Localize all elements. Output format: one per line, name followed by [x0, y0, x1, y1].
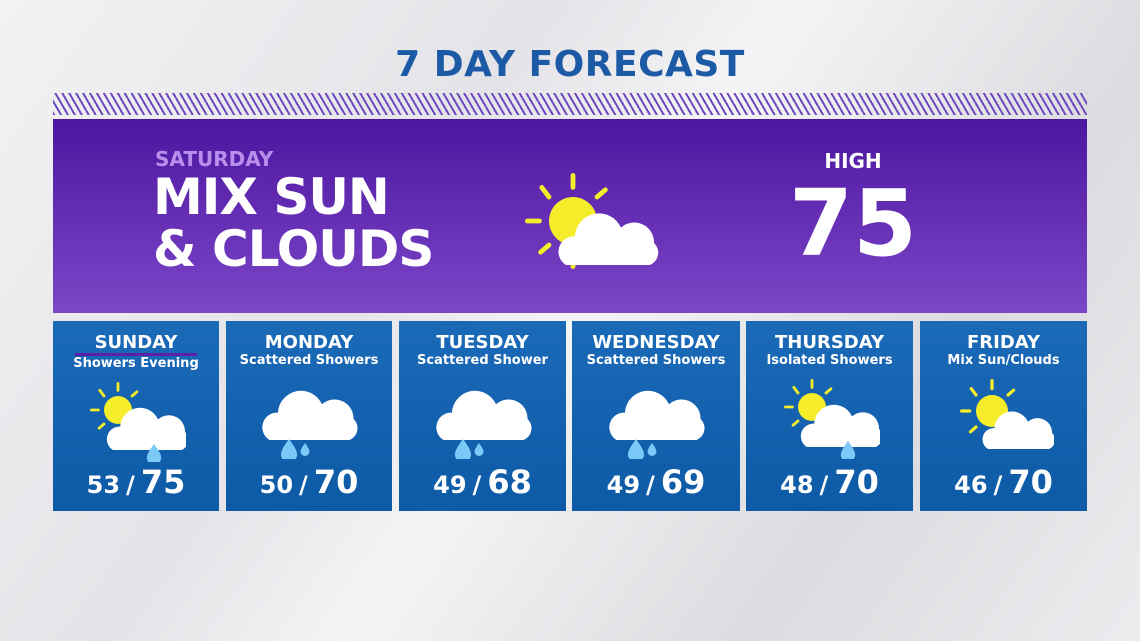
- sun-cloud-rain-icon: [90, 382, 186, 462]
- today-condition-line2: & CLOUDS: [153, 220, 434, 278]
- separator: /: [126, 471, 135, 499]
- separator: /: [472, 471, 482, 499]
- day-name: TUESDAY: [436, 332, 529, 353]
- low-temp: 49: [433, 471, 467, 499]
- cloud-rain-icon: [435, 390, 531, 459]
- day-condition: Mix Sun/Clouds: [947, 353, 1060, 368]
- sun-cloud-icon: [959, 379, 1054, 449]
- low-temp: 48: [780, 471, 814, 499]
- temperatures: 49/68: [399, 463, 566, 501]
- low-temp: 53: [86, 471, 121, 499]
- cloud-rain-icon: [609, 390, 705, 459]
- day-card: WEDNESDAY Scattered Showers 49/69: [572, 321, 740, 511]
- low-temp: 49: [606, 471, 641, 499]
- day-card: THURSDAY Isolated Showers 48/70: [746, 321, 913, 511]
- high-temp: 68: [487, 463, 532, 501]
- today-day: SATURDAY: [155, 147, 274, 171]
- day-card: MONDAY Scattered Showers 50/70: [226, 321, 392, 511]
- high-temp: 70: [313, 463, 359, 501]
- high-value: 75: [788, 170, 918, 277]
- temperatures: 48/70: [746, 463, 913, 501]
- day-condition: Isolated Showers: [766, 353, 893, 368]
- sun-cloud-icon: [515, 159, 659, 289]
- day-card: TUESDAY Scattered Shower 49/68: [399, 321, 566, 511]
- high-label: HIGH: [824, 149, 882, 173]
- low-temp: 46: [954, 471, 988, 499]
- temperatures: 53/75: [53, 463, 219, 501]
- temperatures: 50/70: [226, 463, 392, 501]
- day-condition: Showers Evening: [73, 356, 199, 371]
- striped-divider: [53, 93, 1087, 115]
- today-condition-line1: MIX SUN: [153, 168, 390, 226]
- low-temp: 50: [259, 471, 294, 499]
- separator: /: [819, 471, 829, 499]
- day-condition: Scattered Showers: [586, 353, 726, 368]
- high-temp: 70: [834, 463, 879, 501]
- page-title: 7 DAY FORECAST: [395, 44, 745, 85]
- separator: /: [993, 471, 1003, 499]
- day-condition: Scattered Showers: [239, 353, 379, 368]
- day-underline: [75, 353, 197, 356]
- sun-cloud-rain-icon: [783, 379, 880, 459]
- day-name: WEDNESDAY: [592, 332, 720, 353]
- day-name: SUNDAY: [94, 332, 178, 353]
- temperatures: 49/69: [572, 463, 740, 501]
- temperatures: 46/70: [920, 463, 1087, 501]
- day-card: SUNDAY Showers Evening 53/75: [53, 321, 219, 511]
- day-condition: Scattered Shower: [417, 353, 548, 368]
- high-temp: 75: [140, 463, 186, 501]
- today-panel: SATURDAY MIX SUN & CLOUDS HIGH 75: [53, 119, 1087, 313]
- high-temp: 69: [660, 463, 706, 501]
- high-temp: 70: [1008, 463, 1053, 501]
- day-card: FRIDAY Mix Sun/Clouds 46/70: [920, 321, 1087, 511]
- separator: /: [646, 471, 655, 499]
- day-name: FRIDAY: [966, 332, 1041, 353]
- day-name: MONDAY: [264, 332, 354, 353]
- day-name: THURSDAY: [775, 332, 884, 353]
- today-condition: MIX SUN & CLOUDS: [153, 168, 434, 278]
- cloud-rain-icon: [262, 390, 358, 459]
- separator: /: [299, 471, 308, 499]
